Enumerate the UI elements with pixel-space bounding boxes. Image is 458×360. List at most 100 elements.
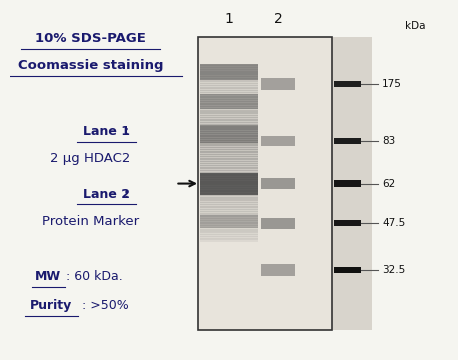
Bar <box>200 215 258 228</box>
Text: :: : <box>124 188 129 201</box>
Bar <box>200 67 258 70</box>
Text: :: : <box>124 125 129 138</box>
Bar <box>200 200 258 203</box>
Text: 1: 1 <box>224 12 234 26</box>
Bar <box>200 141 258 144</box>
Bar <box>200 85 258 88</box>
Bar <box>200 159 258 162</box>
Bar <box>200 92 258 95</box>
Text: 32.5: 32.5 <box>382 265 405 275</box>
Text: MW: MW <box>35 270 61 283</box>
Bar <box>200 234 258 237</box>
Bar <box>200 188 258 191</box>
Bar <box>334 81 360 87</box>
Bar <box>334 220 360 226</box>
Text: Coomassie staining: Coomassie staining <box>18 59 164 72</box>
Text: 2 μg HDAC2: 2 μg HDAC2 <box>50 152 131 165</box>
Bar <box>200 94 258 96</box>
Bar <box>200 74 258 77</box>
Bar <box>200 138 258 141</box>
Bar <box>200 87 258 90</box>
Bar <box>262 78 295 90</box>
Bar <box>200 129 258 132</box>
Bar <box>200 112 258 114</box>
Bar <box>200 229 258 231</box>
Bar <box>200 117 258 120</box>
Bar <box>200 204 258 207</box>
Bar <box>200 213 258 216</box>
Bar <box>200 215 258 217</box>
Bar <box>200 65 258 68</box>
Bar <box>200 94 258 109</box>
Bar <box>262 217 295 229</box>
Bar <box>200 124 258 127</box>
Bar <box>200 161 258 164</box>
Bar <box>200 223 258 226</box>
Bar <box>200 143 258 146</box>
Bar <box>200 149 258 152</box>
Bar <box>200 236 258 239</box>
Bar <box>200 69 258 72</box>
Bar <box>200 147 258 150</box>
Bar <box>200 156 258 159</box>
Bar <box>200 163 258 166</box>
Bar <box>200 181 258 184</box>
Text: Lane 2: Lane 2 <box>83 188 130 201</box>
Bar <box>200 183 258 185</box>
Bar <box>200 158 258 161</box>
Bar <box>200 126 258 129</box>
Bar <box>200 172 258 175</box>
Bar <box>200 174 258 176</box>
Bar <box>200 81 258 84</box>
Text: Lane 1: Lane 1 <box>83 125 130 138</box>
Bar <box>262 178 295 189</box>
Bar <box>200 216 258 219</box>
Bar <box>200 220 258 222</box>
Text: 83: 83 <box>382 136 395 146</box>
Bar <box>200 192 258 194</box>
Bar <box>200 238 258 240</box>
Bar <box>200 95 258 98</box>
Text: 175: 175 <box>382 79 402 89</box>
Bar <box>200 211 258 214</box>
Bar <box>200 172 258 194</box>
Bar <box>200 97 258 100</box>
Bar <box>200 80 258 82</box>
Text: 2: 2 <box>274 12 283 26</box>
Bar <box>200 101 258 104</box>
Text: 10% SDS-PAGE: 10% SDS-PAGE <box>35 32 146 45</box>
Bar <box>200 232 258 235</box>
Bar <box>200 133 258 136</box>
Bar <box>200 175 258 178</box>
Bar <box>200 78 258 81</box>
Bar <box>200 99 258 102</box>
Bar <box>200 72 258 75</box>
Text: 47.5: 47.5 <box>382 218 405 228</box>
Text: kDa: kDa <box>405 21 426 31</box>
Bar <box>200 168 258 171</box>
Bar <box>262 136 295 146</box>
Bar <box>200 177 258 180</box>
Bar <box>200 202 258 205</box>
Bar <box>200 136 258 139</box>
Bar <box>200 71 258 73</box>
Bar <box>200 122 258 125</box>
Bar <box>200 206 258 208</box>
Bar <box>200 167 258 169</box>
Bar <box>200 154 258 157</box>
Bar <box>200 104 258 107</box>
Bar <box>200 113 258 116</box>
Bar <box>200 209 258 212</box>
Bar <box>334 138 360 144</box>
Bar <box>200 198 258 201</box>
Text: : >50%: : >50% <box>82 299 128 312</box>
Bar <box>200 193 258 196</box>
Bar <box>200 152 258 155</box>
Bar <box>200 221 258 224</box>
Bar <box>200 89 258 91</box>
Bar <box>200 125 258 143</box>
Bar <box>200 170 258 173</box>
Bar <box>200 118 258 121</box>
Bar <box>200 76 258 79</box>
Bar <box>200 218 258 221</box>
